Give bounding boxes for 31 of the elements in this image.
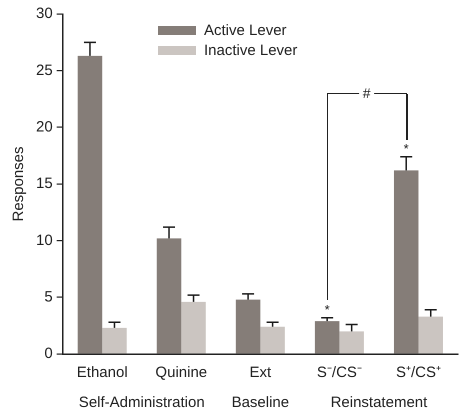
x-tick-label: Ext bbox=[250, 364, 272, 382]
legend-label: Active Lever bbox=[204, 22, 287, 40]
bar bbox=[260, 326, 285, 354]
text: Reinstatement bbox=[330, 394, 428, 411]
y-tick-label: 10 bbox=[36, 232, 53, 249]
y-tick-label: 25 bbox=[36, 62, 53, 79]
bar bbox=[418, 316, 443, 354]
bar bbox=[394, 170, 418, 354]
annotation: # bbox=[358, 85, 375, 101]
annotation: * bbox=[404, 140, 409, 156]
text: Baseline bbox=[232, 394, 290, 411]
legend-label: Inactive Lever bbox=[204, 42, 298, 60]
y-tick-label: 30 bbox=[36, 5, 53, 22]
x-tick-label: S⁺/CS⁺ bbox=[396, 364, 441, 382]
y-tick-label: 20 bbox=[36, 118, 53, 136]
bar bbox=[236, 300, 260, 354]
bar bbox=[181, 302, 206, 354]
bar bbox=[102, 328, 127, 354]
y-tick-label: 0 bbox=[44, 345, 53, 362]
bar bbox=[314, 321, 340, 354]
x-tick-label: Ethanol bbox=[76, 364, 128, 382]
x-tick-label: S⁻/CS⁻ bbox=[316, 364, 362, 382]
y-tick-label: 5 bbox=[44, 288, 53, 306]
bar bbox=[156, 238, 182, 354]
x-tick-label: Quinine bbox=[155, 364, 208, 382]
text: Self-Administration bbox=[78, 394, 205, 411]
bar bbox=[339, 331, 364, 354]
y-tick-label: 15 bbox=[36, 175, 53, 192]
annotation: * bbox=[324, 302, 330, 317]
y-axis-title: Responses bbox=[10, 146, 28, 222]
bar bbox=[78, 56, 102, 354]
